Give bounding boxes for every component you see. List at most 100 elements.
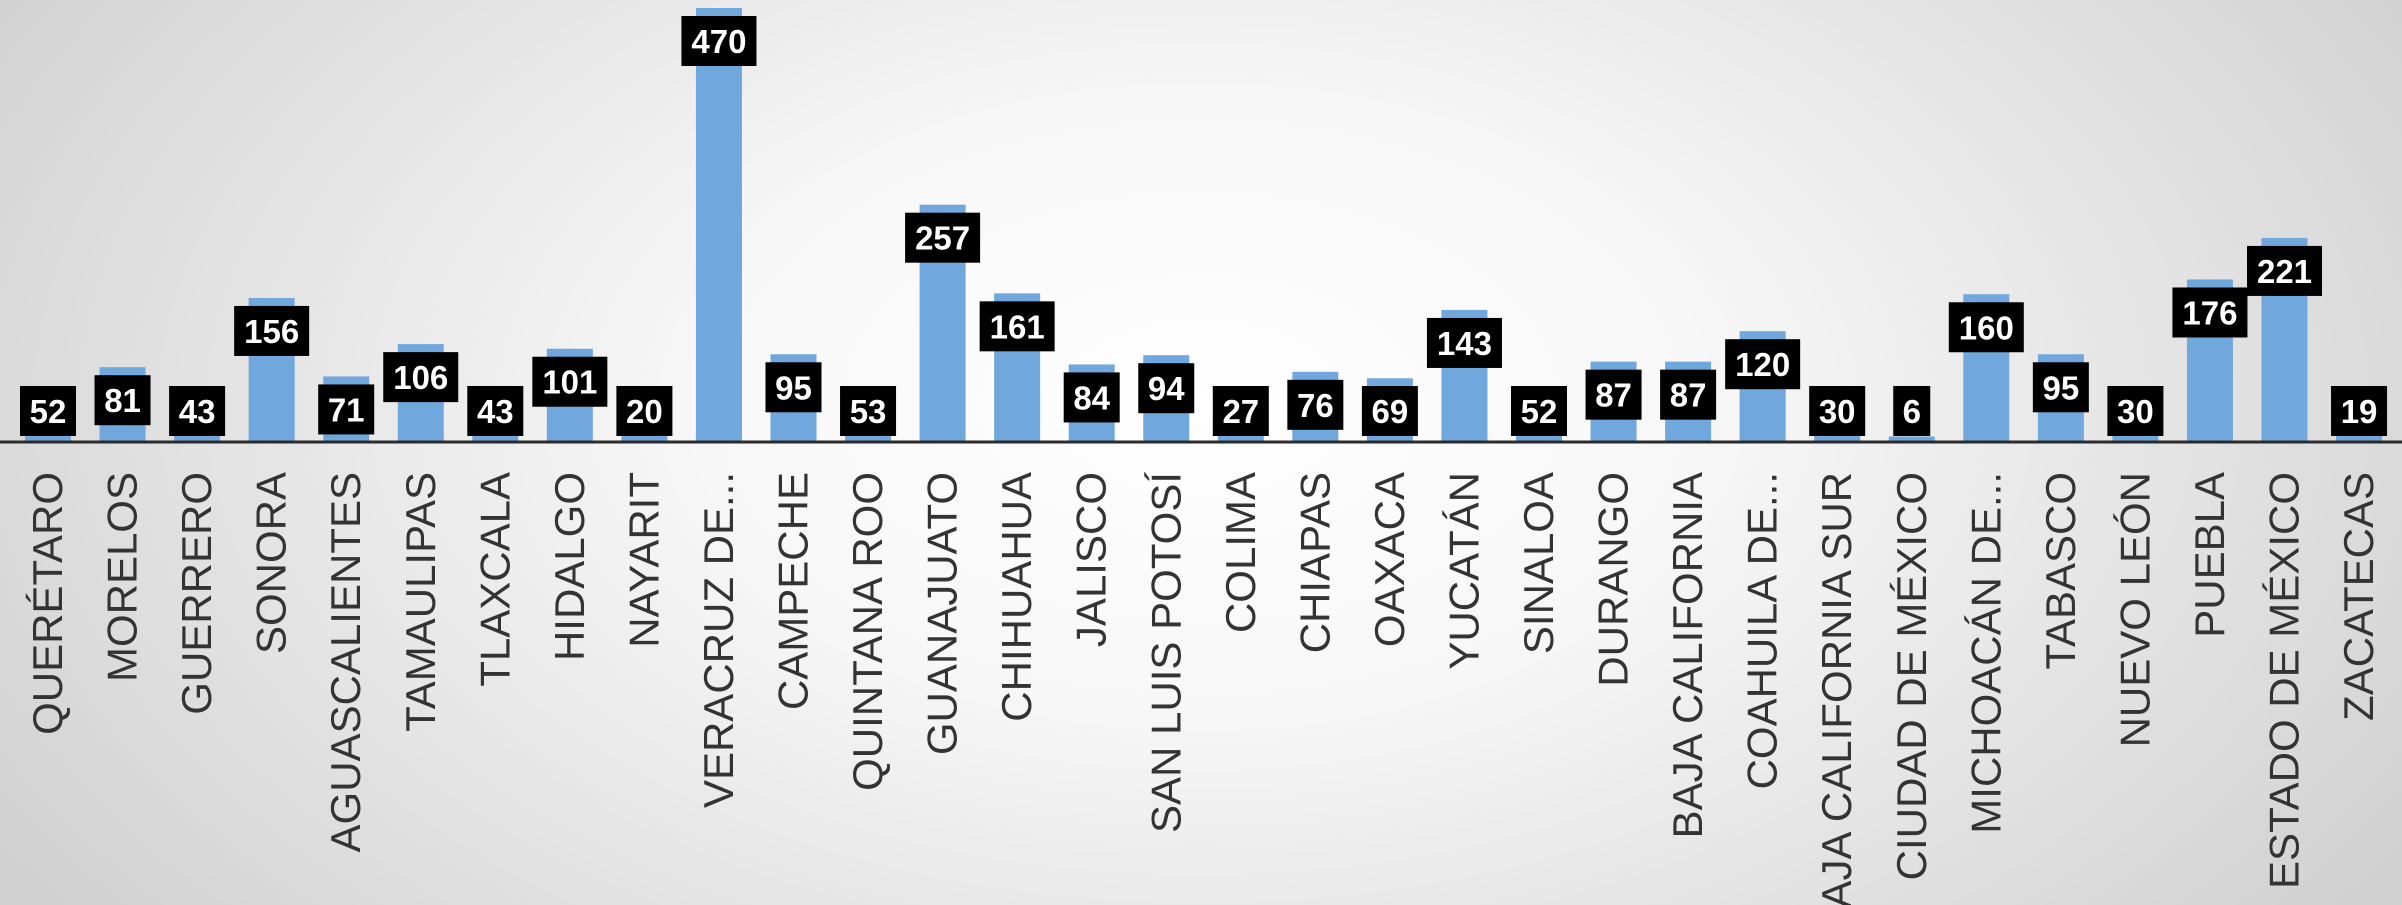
data-label: 52: [1521, 393, 1558, 430]
x-tick-label: ZACATECAS: [2335, 472, 2382, 721]
data-label-box: [1725, 339, 1801, 390]
x-tick-label: CIUDAD DE MÉXICO: [1888, 472, 1935, 880]
data-label-box: [2172, 287, 2248, 338]
x-tick-label: JALISCO: [1068, 472, 1115, 647]
x-tick-label: CAMPECHE: [770, 472, 817, 710]
data-label: 257: [915, 220, 970, 257]
data-label: 470: [691, 23, 746, 60]
x-tick-label: ESTADO DE MÉXICO: [2261, 472, 2308, 889]
data-label: 95: [775, 369, 812, 406]
data-label-box: [1511, 386, 1567, 436]
data-label-box: [1287, 379, 1344, 430]
data-label-box: [1361, 386, 1418, 436]
data-label-box: [1063, 372, 1120, 423]
data-label-box: [169, 386, 226, 436]
data-label: 120: [1735, 346, 1790, 383]
x-tick-label: QUINTANA ROO: [844, 472, 891, 791]
x-tick-label: CHIHUAHUA: [993, 472, 1040, 722]
x-tick-label: YUCATÁN: [1440, 472, 1487, 670]
data-label-box: [1426, 317, 1502, 368]
data-label-box: [979, 301, 1055, 352]
data-label: 81: [104, 382, 141, 419]
x-tick-label: GUANAJUATO: [919, 472, 966, 755]
data-label-box: [383, 352, 459, 403]
x-tick-label: TABASCO: [2037, 472, 2084, 670]
data-label-box: [467, 386, 524, 436]
bar: [695, 8, 742, 442]
data-label-box: [2107, 386, 2164, 436]
data-label: 160: [1959, 309, 2014, 346]
data-label-box: [1138, 363, 1195, 414]
data-label-box: [765, 362, 822, 413]
x-tick-label: NUEVO LEÓN: [2111, 472, 2158, 747]
data-label-box: [234, 305, 310, 356]
data-label-box: [1660, 369, 1717, 420]
x-tick-label: BAJA CALIFORNIA: [1664, 472, 1711, 838]
x-tick-label: VERACRUZ DE...: [695, 472, 742, 808]
data-label-box: [20, 386, 76, 436]
data-label-box: [2331, 386, 2388, 436]
data-label-box: [532, 356, 608, 407]
data-label-box: [1585, 369, 1642, 420]
x-tick-label: NAYARIT: [620, 472, 667, 648]
data-label: 106: [393, 359, 448, 396]
data-label: 6: [1903, 393, 1921, 430]
x-tick-label: DURANGO: [1590, 472, 1637, 687]
data-label: 19: [2341, 393, 2378, 430]
data-label: 43: [477, 393, 514, 430]
x-tick-labels-group: QUERÉTARO MORELOS GUERRERO SONORA AGUASCALIE…: [24, 472, 2382, 905]
x-tick-label: CHIAPAS: [1291, 472, 1338, 653]
bar: [1888, 436, 1935, 442]
x-tick-label: AGUASCALIENTES: [322, 472, 369, 852]
data-label: 101: [542, 364, 597, 401]
data-label-box: [1212, 386, 1269, 436]
data-label-box: [2247, 245, 2322, 296]
x-tick-label: BAJA CALIFORNIA SUR: [1813, 472, 1860, 905]
data-label-box: [318, 384, 375, 435]
data-label: 176: [2182, 294, 2237, 331]
data-label: 94: [1148, 370, 1185, 407]
data-label: 95: [2042, 369, 2079, 406]
data-label: 69: [1372, 393, 1409, 430]
data-label-box: [905, 212, 981, 263]
data-label: 27: [1222, 393, 1259, 430]
bars-group: [25, 8, 2383, 442]
x-tick-label: SINALOA: [1515, 472, 1562, 654]
x-tick-label: MORELOS: [99, 472, 146, 682]
x-tick-label: QUERÉTARO: [24, 472, 71, 735]
x-tick-label: MICHOACÁN DE...: [1962, 472, 2009, 834]
x-tick-label: SONORA: [248, 472, 295, 654]
data-label: 87: [1595, 377, 1632, 414]
x-tick-label: COLIMA: [1217, 472, 1264, 633]
x-tick-label: GUERRERO: [173, 472, 220, 715]
data-label-box: [2032, 362, 2089, 413]
data-label: 30: [2117, 393, 2154, 430]
x-tick-label: OAXACA: [1366, 472, 1413, 647]
data-label-box: [616, 386, 673, 436]
data-label: 30: [1819, 393, 1856, 430]
data-label-box: [1809, 386, 1866, 436]
data-label: 43: [179, 393, 216, 430]
x-tick-label: SAN LUIS POTOSÍ: [1142, 472, 1189, 833]
data-label: 71: [328, 391, 365, 428]
data-label: 221: [2257, 253, 2312, 290]
x-tick-label: TLAXCALA: [471, 472, 518, 687]
data-label-box: [840, 386, 897, 436]
x-tick-label: HIDALGO: [546, 472, 593, 661]
data-label: 143: [1437, 325, 1492, 362]
data-label: 84: [1073, 379, 1110, 416]
data-label-box: [681, 16, 757, 66]
data-label: 161: [990, 308, 1045, 345]
x-tick-label: COAHUILA DE...: [1739, 472, 1786, 789]
data-label: 20: [626, 393, 663, 430]
x-tick-label: PUEBLA: [2186, 472, 2233, 638]
data-label: 76: [1297, 387, 1334, 424]
data-labels-group: 52 81 43 156 71 106 43 101 20 470 95 53 257 161 84 94 27…: [20, 16, 2388, 436]
data-label-box: [94, 375, 151, 426]
data-label-box: [1893, 386, 1931, 436]
data-label: 53: [850, 393, 887, 430]
data-label: 52: [30, 393, 67, 430]
x-tick-label: TAMAULIPAS: [397, 472, 444, 732]
data-label-box: [1948, 302, 2024, 353]
